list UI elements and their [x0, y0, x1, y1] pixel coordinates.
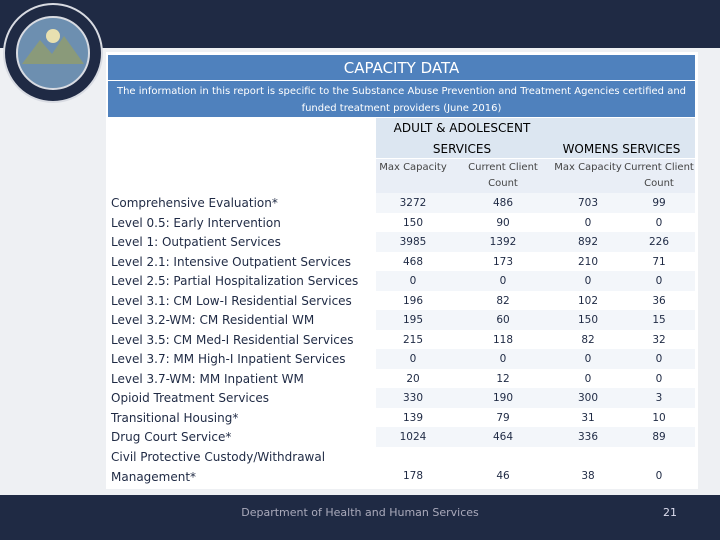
row-label: Level 3.7-WM: MM Inpatient WM — [111, 371, 304, 386]
row-label: Drug Court Service* — [111, 430, 232, 444]
cell-value: 215 — [402, 333, 424, 346]
cell-value: 464 — [492, 431, 514, 443]
cell-value: 0 — [409, 353, 417, 365]
row-label: Transitional Housing* — [111, 410, 239, 425]
row-band — [376, 310, 695, 330]
row-band — [376, 427, 695, 447]
group-header: ADULT & ADOLESCENT SERVICES — [393, 121, 531, 156]
cell-value: 196 — [402, 294, 424, 307]
cell-value: 60 — [496, 314, 510, 326]
column-header: Current Client Count — [624, 162, 694, 189]
cell-value: 0 — [409, 275, 417, 287]
cell-value: 0 — [655, 353, 663, 365]
cell-value: 195 — [402, 314, 424, 326]
cell-value: 90 — [496, 216, 510, 229]
cell-value: 0 — [655, 216, 663, 229]
cell-value: 1024 — [399, 431, 427, 443]
group-header: WOMENS SERVICES — [562, 142, 681, 156]
header-cell — [376, 118, 695, 158]
cell-value: 0 — [655, 275, 663, 287]
row-label: Civil Protective Custody/Withdrawal Mana… — [111, 449, 326, 484]
cell-value: 79 — [496, 411, 510, 424]
cell-value: 150 — [577, 314, 599, 326]
cell-value: 330 — [402, 392, 424, 404]
cell-value: 3985 — [399, 236, 427, 248]
row-label: Level 2.5: Partial Hospitalization Servi… — [111, 274, 359, 288]
row-label: Level 2.1: Intensive Outpatient Services — [111, 254, 352, 269]
cell-value: 486 — [492, 197, 514, 209]
row-band — [376, 388, 695, 408]
cell-value: 0 — [499, 275, 507, 287]
title: CAPACITY DATA — [108, 55, 695, 80]
cell-value: 0 — [499, 353, 507, 365]
cell-value: 0 — [584, 275, 592, 287]
cell-value: 118 — [492, 333, 514, 346]
cell-value: 20 — [406, 372, 420, 385]
cell-value: 12 — [496, 372, 510, 385]
row-band — [376, 193, 695, 213]
cell-value: 0 — [584, 372, 592, 385]
header-cell — [376, 159, 695, 193]
cell-value: 190 — [492, 392, 514, 404]
column-header: Max Capacity — [379, 162, 447, 173]
cell-value: 139 — [402, 411, 424, 424]
row-label: Level 3.5: CM Med-I Residential Services — [111, 332, 354, 347]
cell-value: 0 — [655, 469, 663, 482]
seal — [3, 3, 103, 103]
row-label: Level 1: Outpatient Services — [111, 235, 281, 249]
cell-value: 32 — [652, 333, 666, 346]
header-band — [0, 0, 720, 48]
cell-value: 3272 — [399, 197, 427, 209]
cell-value: 150 — [402, 216, 424, 229]
cell-value: 0 — [584, 216, 592, 229]
row-label: Comprehensive Evaluation* — [111, 196, 278, 210]
row-label: Level 3.7: MM High-I Inpatient Services — [111, 352, 346, 366]
cell-value: 15 — [652, 314, 666, 326]
cell-value: 300 — [577, 392, 599, 404]
cell-value: 178 — [402, 469, 424, 482]
footer-band — [0, 495, 720, 540]
row-label: Opioid Treatment Services — [111, 391, 269, 405]
row-label: Level 0.5: Early Intervention — [111, 215, 281, 230]
cell-value: 82 — [496, 294, 510, 307]
cell-value: 1392 — [489, 236, 517, 248]
cell-value: 173 — [492, 255, 514, 268]
row-band — [376, 349, 695, 369]
cell-value: 82 — [581, 333, 595, 346]
cell-value: 892 — [577, 236, 599, 248]
cell-value: 210 — [577, 255, 599, 268]
row-band — [376, 232, 695, 252]
column-header: Max Capacity — [554, 162, 622, 173]
cell-value: 0 — [655, 372, 663, 385]
cell-value: 468 — [402, 255, 424, 268]
footer: Department of Health and Human Services — [241, 506, 479, 519]
cell-value: 3 — [655, 392, 663, 404]
cell-value: 46 — [496, 469, 510, 482]
column-header: Current Client Count — [468, 162, 538, 189]
row-label: Level 3.1: CM Low-I Residential Services — [111, 293, 352, 308]
cell-value: 0 — [584, 353, 592, 365]
cell-value: 71 — [652, 255, 666, 268]
row-label: Level 3.2-WM: CM Residential WM — [111, 313, 315, 327]
cell-value: 703 — [577, 197, 599, 209]
subtitle: The information in this report is specif… — [108, 81, 695, 117]
row-band — [376, 271, 695, 291]
cell-value: 226 — [648, 236, 670, 248]
cell-value: 10 — [652, 411, 666, 424]
cell-value: 99 — [652, 197, 666, 209]
cell-value: 38 — [581, 469, 595, 482]
cell-value: 36 — [652, 294, 666, 307]
cell-value: 89 — [652, 431, 666, 443]
cell-value: 31 — [581, 411, 595, 424]
page-number: 21 — [663, 506, 677, 519]
cell-value: 336 — [577, 431, 599, 443]
cell-value: 102 — [577, 294, 599, 307]
